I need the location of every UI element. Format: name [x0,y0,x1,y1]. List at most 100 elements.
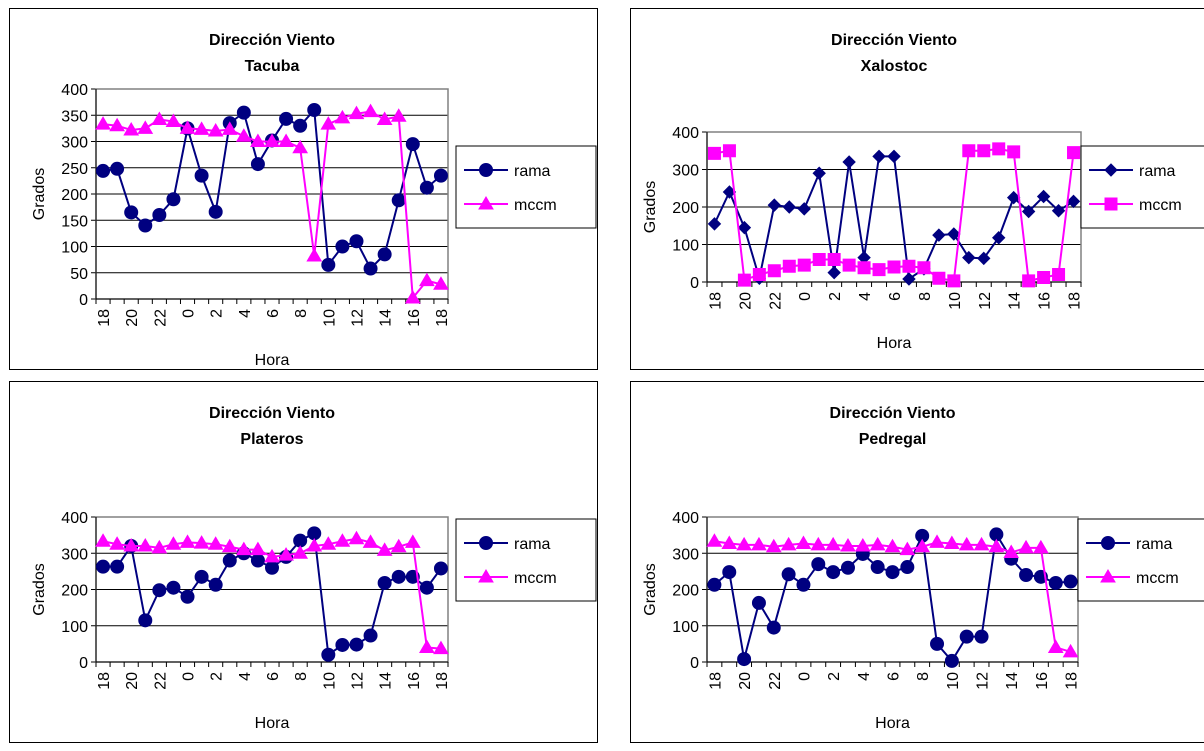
data-point-rama [1048,575,1063,590]
data-point-mccm [782,259,796,273]
y-tick-label: 400 [672,125,699,142]
x-axis-label: Hora [877,335,912,352]
data-point-mccm [1037,271,1051,284]
data-point-rama [166,192,181,207]
x-tick-label: 18 [707,672,724,690]
data-point-mccm [947,274,961,288]
data-point-rama [433,168,448,183]
x-tick-label: 0 [181,672,198,681]
x-tick-label: 2 [827,292,844,301]
data-point-mccm [376,111,393,125]
x-tick-label: 6 [887,292,904,301]
x-tick-label: 10 [947,292,964,310]
data-point-rama [1021,204,1036,219]
data-point-rama [419,180,434,195]
data-point-rama [293,533,308,548]
data-point-mccm [123,121,140,136]
data-point-mccm [151,539,168,554]
x-tick-label: 16 [406,309,423,327]
data-point-rama [827,265,841,280]
y-tick-label: 200 [61,583,88,600]
data-point-rama [932,228,946,242]
data-point-mccm [390,538,407,553]
data-point-rama [110,161,125,176]
data-point-mccm [320,116,337,130]
data-point-rama [194,569,209,584]
x-tick-label: 20 [737,292,754,310]
data-point-mccm [812,253,826,266]
data-point-mccm [95,116,111,130]
x-axis-label: Hora [255,352,290,369]
data-point-rama [870,560,885,575]
data-point-rama [842,155,856,169]
y-tick-label: 400 [61,510,88,527]
y-tick-label: 200 [672,583,699,600]
data-point-rama [751,595,766,610]
chart-panel-tacuba: Dirección Viento Tacuba 0 50 100 150 200 250 300… [9,8,598,370]
chart-panel-plateros: Dirección Viento Plateros 0 100 200 300 400 18 2… [9,381,598,743]
data-point-rama [433,561,448,576]
data-point-rama [194,168,209,183]
data-point-mccm [932,271,946,285]
data-point-rama [826,565,841,580]
data-point-mccm [780,536,797,551]
x-tick-label: 2 [826,672,843,681]
data-point-rama [781,567,796,582]
data-point-rama [962,250,976,265]
data-point-rama [307,526,322,541]
data-point-rama [166,580,181,595]
data-point-rama [265,560,279,575]
data-point-mccm [825,536,842,551]
legend-label-rama: rama [514,163,551,180]
x-tick-label: 20 [124,309,141,327]
chart-title: Dirección Viento [830,405,956,422]
data-point-mccm [992,142,1006,156]
chart-title: Dirección Viento [831,32,957,49]
x-tick-label: 4 [857,292,874,301]
data-point-rama [405,137,420,152]
data-point-rama [321,257,336,272]
x-tick-label: 10 [945,672,962,690]
data-point-mccm [752,268,766,281]
chart-panel-pedregal: Dirección Viento Pedregal 0 100 200 300 400 18 2… [630,381,1204,743]
y-tick-label: 250 [61,161,88,178]
data-point-mccm [1003,544,1020,559]
data-point-rama [419,580,434,595]
data-point-rama [737,220,752,235]
data-point-rama [335,239,350,254]
data-point-mccm [929,534,945,548]
data-point-mccm [917,261,931,275]
chart-title: Dirección Viento [209,405,335,422]
data-point-rama [707,217,722,231]
x-tick-label: 20 [124,672,141,690]
data-point-mccm [1052,268,1066,281]
data-point-mccm [977,144,991,158]
x-axis-label: Hora [875,715,910,732]
data-point-rama [96,163,111,178]
data-point-mccm [320,536,337,550]
legend: rama mccm [455,518,597,602]
x-tick-label: 2 [209,672,226,681]
data-point-mccm [264,548,280,563]
data-point-mccm [737,273,751,287]
x-tick-label: 8 [293,672,310,681]
legend-label-rama: rama [1139,163,1176,180]
x-tick-label: 12 [349,672,366,690]
data-point-rama [152,208,167,222]
data-point-mccm [797,258,811,272]
data-point-mccm [914,538,931,553]
data-point-mccm [433,640,449,655]
legend-label-rama: rama [1136,536,1173,553]
data-point-rama [812,166,826,180]
data-point-mccm [179,534,196,548]
y-tick-label: 100 [672,619,699,636]
data-point-rama [363,628,378,643]
data-point-rama [796,577,811,592]
x-tick-label: 18 [1067,292,1084,310]
data-point-rama [930,636,945,651]
y-axis-label: Grados [31,563,48,615]
x-tick-label: 0 [797,292,814,301]
data-point-mccm [292,139,309,154]
